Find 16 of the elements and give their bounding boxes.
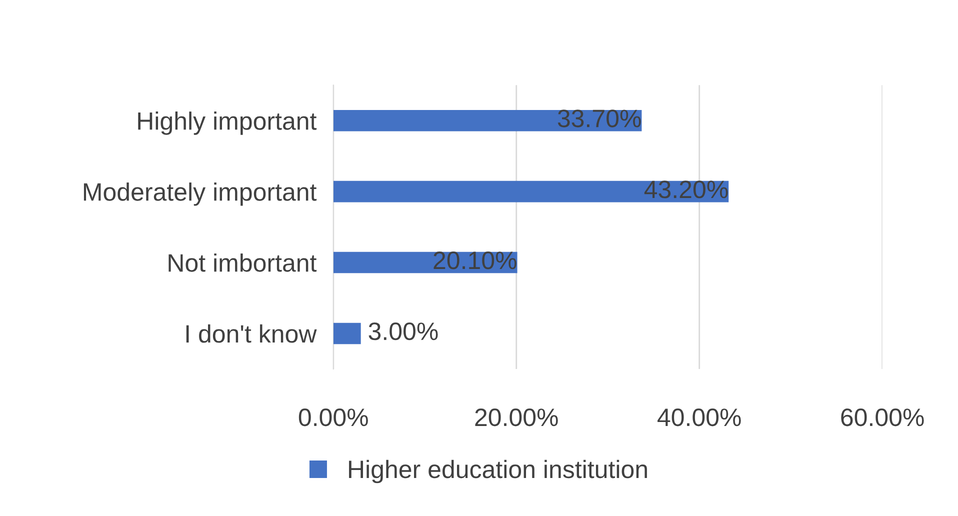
data-label: 33.70%: [558, 110, 641, 128]
data-label: 3.00%: [368, 322, 438, 340]
data-label: 20.10%: [434, 252, 516, 270]
bar: [333, 110, 642, 132]
bar: [333, 180, 729, 202]
y-tick-label: Not imbortant: [168, 253, 317, 272]
legend-label: Higher education institution: [349, 460, 647, 484]
x-tick-label: 20.00%: [475, 408, 558, 426]
bar: [333, 322, 361, 344]
y-tick-label: Highly important: [138, 112, 317, 135]
x-tick-label: 0.00%: [298, 408, 368, 426]
x-tick-label: 40.00%: [658, 408, 741, 426]
data-label: 43.20%: [644, 180, 728, 198]
y-tick-label: Moderately important: [84, 182, 317, 206]
x-tick-label: 60.00%: [841, 408, 924, 426]
y-tick-label: I don't know: [186, 324, 317, 343]
